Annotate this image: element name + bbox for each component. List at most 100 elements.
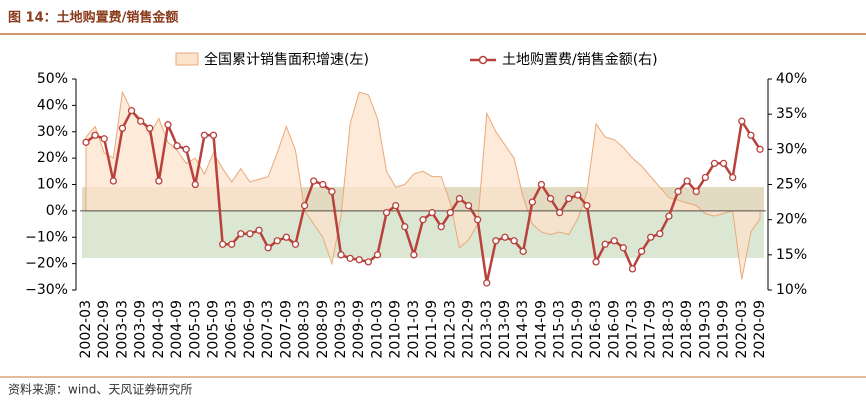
y2-tick-label: 25%	[776, 177, 807, 193]
x-tick-label: 2019-03	[697, 300, 713, 359]
marker	[392, 201, 400, 210]
x-tick-label: 2003-09	[133, 300, 149, 359]
marker	[437, 223, 445, 231]
marker	[501, 233, 509, 241]
marker	[228, 240, 236, 248]
x-tick-label: 2017-09	[643, 300, 659, 359]
x-tick-label: 2017-03	[624, 300, 640, 359]
y-tick-label: 0%	[46, 203, 68, 219]
area	[85, 90, 761, 280]
marker	[264, 244, 272, 252]
marker	[410, 251, 418, 259]
x-tick-label: 2006-03	[224, 300, 240, 359]
marker	[127, 107, 136, 115]
marker	[719, 159, 728, 168]
marker	[683, 177, 691, 185]
marker	[628, 265, 637, 273]
legend-swatch	[478, 55, 488, 65]
marker	[328, 187, 336, 196]
marker	[601, 240, 609, 248]
marker	[118, 124, 127, 132]
x-tick-label: 2014-03	[515, 300, 531, 359]
marker	[492, 237, 500, 245]
x-tick-label: 2007-03	[260, 300, 276, 359]
x-tick-label: 2013-03	[479, 300, 495, 359]
marker	[382, 208, 391, 217]
x-tick-label: 2016-03	[588, 300, 604, 359]
marker	[246, 230, 254, 238]
marker	[109, 177, 117, 185]
marker	[701, 173, 710, 182]
marker	[555, 208, 564, 217]
x-tick-label: 2012-03	[442, 300, 458, 359]
x-tick-label: 2003-03	[114, 300, 130, 359]
marker	[647, 233, 655, 241]
x-tick-label: 2018-03	[661, 300, 677, 359]
marker	[200, 131, 209, 139]
marker	[255, 226, 263, 234]
marker	[710, 159, 719, 168]
marker	[729, 173, 737, 182]
marker	[100, 135, 108, 143]
x-tick-label: 2012-09	[461, 300, 477, 359]
marker	[364, 258, 373, 266]
y2-tick-label: 40%	[776, 71, 807, 87]
marker	[419, 216, 427, 224]
x-tick-label: 2018-09	[679, 300, 695, 359]
y2-tick-label: 20%	[776, 212, 807, 228]
marker	[146, 124, 154, 132]
x-tick-label: 2006-09	[242, 300, 258, 359]
marker	[637, 247, 646, 255]
marker	[355, 256, 363, 264]
marker	[91, 131, 99, 139]
x-tick-label: 2002-03	[78, 300, 94, 359]
y-tick-label: −20%	[25, 256, 68, 272]
chart-title: 图 14：土地购置费/销售金额	[8, 10, 178, 26]
source: 资料来源：wind、天风证券研究所	[8, 382, 192, 397]
marker	[209, 131, 218, 139]
legend-label: 全国累计销售面积增速(左)	[204, 51, 369, 68]
x-tick-label: 2010-09	[388, 300, 404, 359]
marker	[455, 194, 464, 203]
y2-tick-label: 10%	[776, 282, 807, 298]
marker	[574, 191, 582, 199]
marker	[464, 201, 473, 210]
marker	[537, 180, 546, 189]
marker	[592, 258, 600, 266]
x-tick-label: 2015-09	[570, 300, 586, 359]
marker	[674, 187, 682, 196]
y2-tick-label: 15%	[776, 247, 807, 263]
marker	[282, 233, 291, 241]
y-tick-label: 40%	[37, 97, 68, 113]
marker	[756, 145, 764, 153]
x-tick-label: 2004-03	[151, 300, 167, 359]
x-tick-label: 2009-09	[351, 300, 367, 359]
marker	[619, 244, 628, 252]
marker	[428, 208, 436, 217]
marker	[473, 216, 482, 224]
y-tick-label: −10%	[25, 229, 68, 245]
marker	[373, 251, 382, 259]
x-tick-label: 2014-09	[533, 300, 549, 359]
x-tick-label: 2020-09	[752, 300, 768, 359]
marker	[656, 230, 664, 238]
legend-label: 土地购置费/销售金额(右)	[502, 52, 658, 68]
marker	[164, 121, 172, 129]
marker	[191, 180, 199, 189]
marker	[319, 180, 327, 189]
marker	[483, 279, 491, 287]
marker	[300, 201, 309, 210]
x-tick-label: 2020-03	[734, 300, 750, 359]
marker	[692, 187, 700, 196]
marker	[738, 117, 746, 125]
marker	[519, 247, 527, 255]
marker	[583, 201, 591, 210]
marker	[665, 212, 673, 220]
x-tick-label: 2010-03	[369, 300, 385, 359]
marker	[346, 254, 354, 263]
marker	[337, 251, 345, 259]
x-tick-label: 2011-09	[424, 300, 440, 359]
x-tick-label: 2007-09	[278, 300, 294, 359]
marker	[173, 142, 181, 150]
